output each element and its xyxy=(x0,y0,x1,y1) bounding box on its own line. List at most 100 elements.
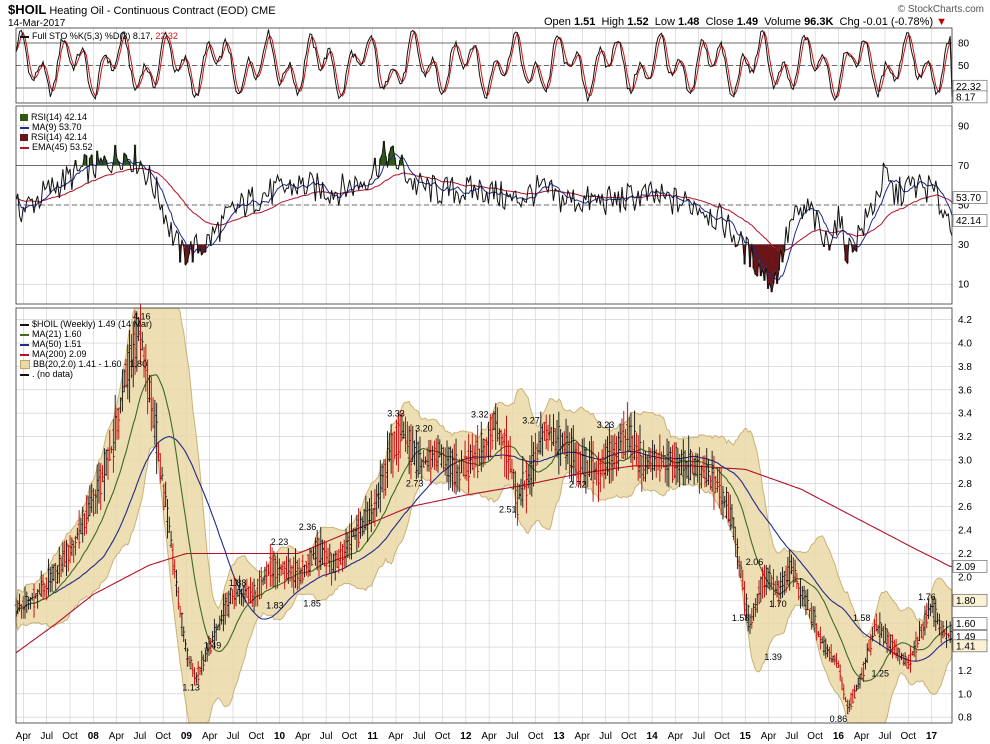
x-tick-label: Apr xyxy=(109,731,125,742)
rsi-overbought-fill xyxy=(103,156,106,166)
x-tick-label: Apr xyxy=(854,731,870,742)
x-tick-label: Oct xyxy=(807,731,823,742)
x-tick-label: Jul xyxy=(692,731,705,742)
rsi-overbought-fill xyxy=(114,145,117,166)
rsi-ema45-line xyxy=(15,167,953,252)
x-tick-label: Apr xyxy=(761,731,777,742)
price-annotation: 0.86 xyxy=(830,714,848,724)
rsi-overbought-fill xyxy=(99,158,102,166)
y-tick-label: 2.0 xyxy=(958,572,972,583)
price-annotation: 1.58 xyxy=(853,613,871,623)
rsi-oversold-fill xyxy=(775,244,779,284)
rsi-overbought-fill xyxy=(133,144,137,166)
price-annotation: 2.51 xyxy=(499,504,517,514)
price-annotation: 1.76 xyxy=(918,592,936,602)
x-tick-label: Apr xyxy=(668,731,684,742)
rsi-overbought-fill xyxy=(97,163,101,166)
rsi-overbought-fill xyxy=(399,160,402,166)
x-tick-label: Jul xyxy=(506,731,519,742)
price-annotation: 3.33 xyxy=(387,408,405,418)
rsi-legend-item: MA(9) 53.70 xyxy=(20,122,93,132)
rsi-oversold-fill xyxy=(748,244,752,268)
quote-bar: Open 1.51 High 1.52 Low 1.48 Close 1.49 … xyxy=(544,16,947,28)
rsi-oversold-fill xyxy=(188,244,191,254)
ma21-value-label-box xyxy=(952,617,988,630)
watermark: © StockCharts.com xyxy=(897,4,984,15)
chg-label: Chg xyxy=(839,16,860,28)
rsi-overbought-fill xyxy=(105,160,108,166)
sto-legend: Full STO %K(5,3) %D(3) 8.17, 22.32 xyxy=(20,31,178,41)
high-value: 1.52 xyxy=(627,16,649,28)
rsi-ma9-line xyxy=(15,152,953,281)
price-legend-item: $HOIL (Weekly) 1.49 (14 Mar) xyxy=(20,319,152,329)
rsi-oversold-fill xyxy=(186,244,189,263)
sto-d-line xyxy=(15,30,953,99)
rsi-oversold-fill xyxy=(777,244,780,271)
y-tick-label: 10 xyxy=(958,280,970,291)
price-legend: $HOIL (Weekly) 1.49 (14 Mar) MA(21) 1.60… xyxy=(20,319,152,379)
y-tick-label: 2.6 xyxy=(958,502,972,513)
y-tick-label: 4.0 xyxy=(958,339,972,350)
x-tick-label: 10 xyxy=(274,731,286,742)
x-tick-label: 16 xyxy=(833,731,845,742)
ticker-symbol: $HOIL xyxy=(8,2,47,17)
rsi-oversold-fill xyxy=(844,244,847,261)
price-annotation: 2.72 xyxy=(569,480,587,490)
bollinger-band-layer xyxy=(15,307,953,724)
price-annotation: 1.39 xyxy=(764,652,782,662)
close-value: 1.49 xyxy=(736,16,759,28)
rsi-oversold-fill xyxy=(772,244,775,284)
rsi-overbought-fill xyxy=(390,147,393,166)
y-tick-label: 3.4 xyxy=(958,409,972,420)
sto-d-value: 22.32 xyxy=(155,31,178,41)
rsi-oversold-fill xyxy=(851,244,854,253)
x-tick-label: Oct xyxy=(714,731,730,742)
chart-date: 14-Mar-2017 xyxy=(8,18,66,29)
panel-frame xyxy=(15,307,953,724)
rsi-legend-item: EMA(45) 53.52 xyxy=(20,142,93,152)
y-tick-label: 90 xyxy=(958,121,970,132)
x-tick-label: Oct xyxy=(621,731,637,742)
x-tick-label: 17 xyxy=(926,731,938,742)
down-arrow-icon: ▼ xyxy=(936,16,948,28)
panel-frame xyxy=(15,27,953,104)
price-annotation: 1.85 xyxy=(303,598,321,608)
x-tick-label: Oct xyxy=(435,731,451,742)
chart-header-title: $HOIL Heating Oil - Continuous Contract … xyxy=(8,2,276,17)
rsi-overbought-fill xyxy=(381,154,384,166)
y-tick-label: 70 xyxy=(958,161,970,172)
x-tick-label: Apr xyxy=(295,731,311,742)
rsi-oversold-fill xyxy=(191,244,194,263)
exchange-name: CME xyxy=(251,5,276,17)
sto-legend-label: Full STO %K(5,3) %D(3) 8.17, xyxy=(32,31,153,41)
x-tick-label: Apr xyxy=(574,731,590,742)
price-annotation: 1.13 xyxy=(182,683,200,693)
ma200-value-label: 2.09 xyxy=(956,562,976,573)
price-legend-item: . (no data) xyxy=(20,369,152,379)
bb-upper-value-label-box xyxy=(952,593,988,607)
sto-d-value-label: 22.32 xyxy=(956,82,981,93)
close-label: Close xyxy=(705,16,734,28)
price-annotation: 3.23 xyxy=(597,420,615,430)
y-tick-label: 3.2 xyxy=(958,432,972,443)
price-annotation: 1.70 xyxy=(769,599,787,609)
chg-value: -0.01 (-0.78%) xyxy=(862,16,934,28)
rsi-oversold-fill xyxy=(774,244,777,271)
bollinger-band xyxy=(15,307,953,724)
x-tick-label: Jul xyxy=(40,731,53,742)
rsi-oversold-fill xyxy=(752,244,755,269)
x-tick-label: Jul xyxy=(320,731,333,742)
rsi-legend-item: RSI(14) 42.14 xyxy=(20,132,93,142)
low-value: 1.48 xyxy=(678,16,700,28)
price-annotation: 3.20 xyxy=(415,424,433,434)
x-tick-label: 15 xyxy=(740,731,752,742)
volume-value: 96.3K xyxy=(804,16,834,28)
x-tick-label: Oct xyxy=(342,731,358,742)
x-tick-label: 13 xyxy=(553,731,565,742)
rsi-overbought-fill xyxy=(126,160,129,166)
bb-lower-value-label: 1.41 xyxy=(956,641,976,652)
y-tick-label: 50 xyxy=(958,201,970,212)
panel-frames xyxy=(15,27,953,724)
ma50-line xyxy=(15,436,953,662)
